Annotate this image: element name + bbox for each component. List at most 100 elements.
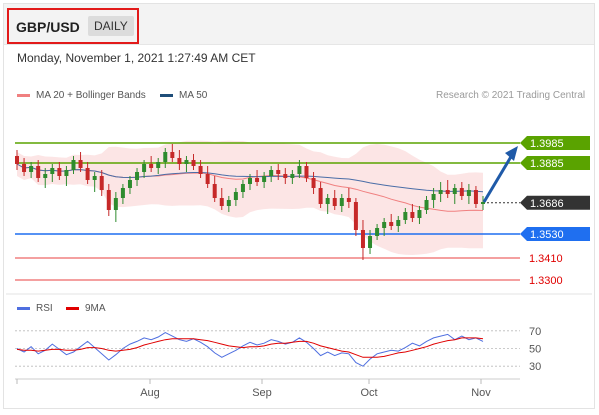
legend-ma20-bollinger: MA 20 + Bollinger Bands (17, 90, 146, 101)
candle-body (219, 198, 224, 206)
level-label-1.3885: 1.3885 (530, 158, 564, 170)
candle-body (283, 174, 288, 178)
legend-ma50-swatch (160, 93, 173, 97)
legend-rsi-swatch (17, 306, 30, 310)
candle-body (424, 200, 429, 210)
candle-body (368, 236, 373, 248)
candle-body (262, 176, 267, 182)
candle-body (438, 190, 443, 194)
candle-body (29, 166, 34, 172)
legend-ma50-label: MA 50 (179, 90, 208, 101)
candle-body (57, 168, 62, 176)
candle-body (85, 168, 90, 180)
candle-body (191, 160, 196, 166)
level-label-1.3410: 1.3410 (529, 253, 563, 265)
forecast-arrow-head (505, 146, 518, 161)
legend-9ma-swatch (66, 306, 79, 310)
candle-body (50, 168, 55, 174)
candle-body (417, 210, 422, 218)
candle-body (396, 220, 401, 226)
forecast-arrow-shaft (482, 154, 514, 203)
candle-body (353, 202, 358, 230)
candle-body (248, 178, 252, 184)
legend-ma50: MA 50 (160, 90, 207, 101)
candle-body (92, 176, 97, 180)
legend-rsi: RSI (17, 303, 53, 314)
research-credit: Research © 2021 Trading Central (436, 90, 586, 101)
level-tag-1.3885 (520, 156, 590, 170)
instrument-symbol: GBP/USD (16, 19, 80, 35)
candle-body (339, 198, 344, 206)
candle-body (325, 198, 330, 204)
candle-body (177, 158, 182, 164)
candle-body (389, 222, 394, 226)
candle-body (149, 164, 154, 168)
candle-body (198, 166, 203, 174)
candle-body (360, 230, 365, 248)
rsi-tick-30: 30 (529, 361, 541, 373)
candle-body (459, 188, 464, 196)
candle-body (113, 198, 118, 210)
x-tick-label-Sep: Sep (252, 387, 272, 399)
candle-body (233, 192, 238, 200)
candle-body (452, 188, 457, 194)
candle-body (311, 178, 316, 188)
candle-body (135, 172, 140, 180)
candle-body (410, 212, 415, 218)
candle-body (473, 190, 478, 204)
candle-body (290, 174, 295, 178)
candle-body (255, 178, 260, 182)
bollinger-band-area (17, 140, 483, 255)
x-tick-label-Nov: Nov (471, 387, 491, 399)
candle-body (127, 180, 132, 188)
candle-body (43, 174, 48, 178)
candle-body (212, 184, 217, 198)
candle-body (297, 166, 302, 174)
legend-ma20-swatch (17, 93, 30, 97)
candle-body (304, 166, 309, 178)
candle-body (78, 160, 83, 168)
level-label-1.3985: 1.3985 (530, 138, 564, 150)
candle-body (184, 160, 189, 164)
candle-body (205, 174, 210, 184)
period-daily-button[interactable]: DAILY (88, 16, 134, 36)
level-label-1.3300: 1.3300 (529, 275, 563, 287)
candle-body (332, 198, 337, 206)
candle-body (466, 190, 471, 196)
rsi-series-9MA (16, 337, 484, 358)
candle-body (240, 184, 245, 192)
candle-body (71, 160, 76, 170)
candle-body (318, 188, 323, 204)
candle-body (106, 190, 111, 210)
candle-body (170, 152, 175, 158)
candle-body (142, 164, 147, 172)
candle-body (156, 162, 161, 168)
legend-rsi-label: RSI (36, 303, 53, 314)
candle-body (375, 228, 380, 236)
candle-body (431, 194, 436, 200)
candle-body (382, 222, 387, 228)
chart-timestamp: Monday, November 1, 2021 1:27:49 AM CET (17, 51, 256, 65)
x-tick-label-Oct: Oct (360, 387, 377, 399)
rsi-tick-50: 50 (529, 344, 541, 356)
level-label-1.3686: 1.3686 (530, 198, 564, 210)
level-tag-1.3530 (520, 227, 590, 241)
candle-body (403, 212, 408, 220)
rsi-series-RSI (16, 332, 484, 367)
candle-body (36, 166, 41, 178)
candle-body (163, 152, 168, 162)
x-tick-label-Aug: Aug (140, 387, 160, 399)
candle-body (346, 198, 351, 202)
level-tag-1.3985 (520, 136, 590, 150)
level-tag-1.3686 (520, 195, 590, 210)
candle-body (445, 190, 450, 194)
instrument-title-box[interactable]: GBP/USD DAILY (7, 8, 139, 44)
candle-body (276, 170, 281, 174)
candle-body (269, 170, 274, 176)
candle-body (99, 176, 104, 190)
candle-body (64, 170, 69, 176)
legend-9ma: 9MA (66, 303, 106, 314)
level-label-1.3530: 1.3530 (530, 229, 564, 241)
candle-body (22, 164, 27, 172)
